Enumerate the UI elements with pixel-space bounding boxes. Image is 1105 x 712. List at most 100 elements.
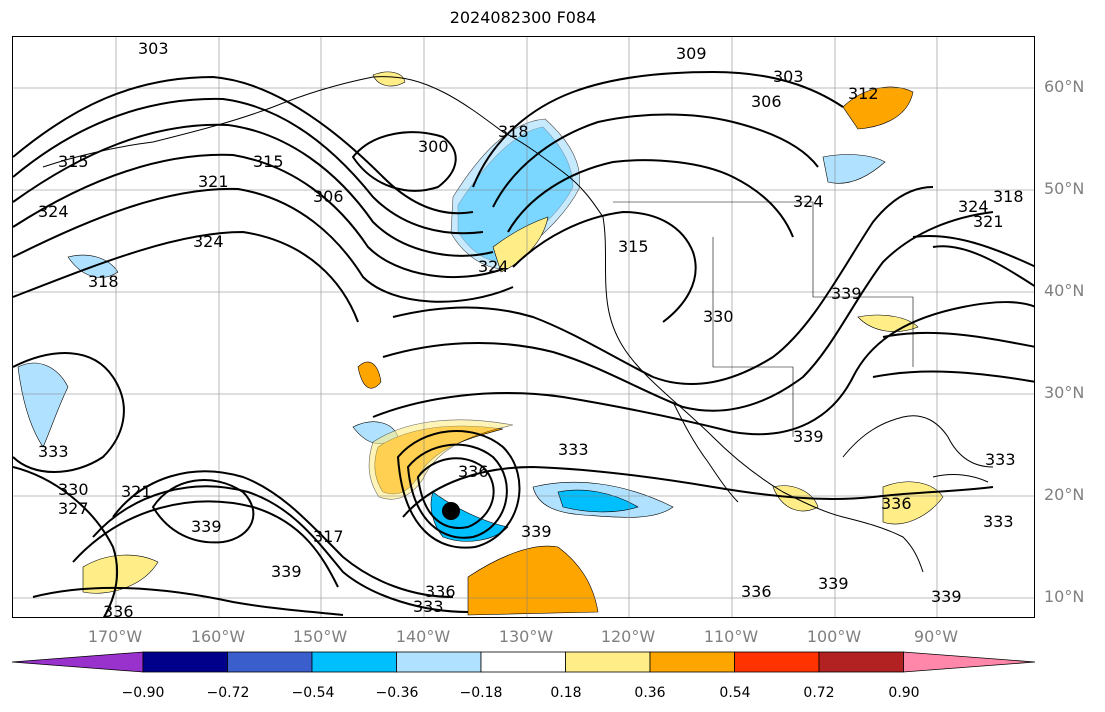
shade-positive-canada [842,86,914,130]
colorbar-segment [142,651,228,673]
colorbar-tick-label: 0.54 [719,685,751,701]
shade-negative-west [17,362,69,448]
contour-label: 312 [848,84,879,103]
borders-us [613,201,914,437]
shade-positive-west [82,554,159,594]
contour-label: 315 [253,152,284,171]
contour-label: 327 [58,499,89,518]
coast-alaska [42,76,604,218]
lon-label: 100°W [806,627,862,646]
shade-negative-hurricane [430,491,509,542]
shade-positive-south [467,545,599,616]
contour-label: 339 [831,284,862,303]
lat-label: 30°N [1044,383,1085,402]
shade-positive-bc [492,216,549,273]
colorbar-extend-low [11,651,144,673]
contour-label: 339 [931,587,962,606]
coast-cuba [932,474,989,483]
map-title: 2024082300 F084 [449,8,597,27]
contour-label: 336 [103,602,134,618]
contour-label: 333 [558,440,589,459]
contour-label: 321 [198,172,229,191]
colorbar-segment [311,651,397,673]
lon-label: 120°W [600,627,656,646]
lat-label: 60°N [1044,77,1085,96]
contour-label: 333 [985,450,1016,469]
colorbar-tick-label: −0.36 [375,685,419,701]
contour-label: 318 [498,122,529,141]
contour-label: 333 [38,442,69,461]
height-contours [13,70,1034,617]
coast-gulf [842,415,994,468]
colorbar-segment [227,651,313,673]
lat-label: 10°N [1044,587,1085,606]
contour-label: 333 [413,597,444,616]
contour-labels: 303 309 303 306 312 315 321 315 306 300 … [38,39,1024,618]
contour-label: 330 [58,480,89,499]
contour-label: 339 [818,574,849,593]
contour-label: 303 [773,67,804,86]
shade-positive-alaska [372,71,406,87]
colorbar-tick-label: −0.18 [459,685,503,701]
lon-label: 90°W [913,627,959,646]
colorbar-segment [649,651,735,673]
coast-northamerica [602,216,924,573]
colorbar [11,651,1036,673]
colorbar-tick-label: 0.90 [888,685,920,701]
colorbar-tick-label: −0.54 [291,685,335,701]
contour-label: 318 [993,187,1024,206]
storm-center-marker [442,502,460,520]
contour-label: 324 [193,232,224,251]
shade-positive-central [357,361,382,389]
colorbar-segment [734,651,820,673]
shade-positive-hurricane-outer [368,419,514,500]
colorbar-tick-label: −0.90 [121,685,165,701]
contour-label: 336 [741,582,772,601]
colorbar-tick-label: 0.18 [550,685,582,701]
contour-label: 321 [121,482,152,501]
contour-label: 321 [973,212,1004,231]
contour-label: 324 [958,197,989,216]
lat-label: 20°N [1044,485,1085,504]
lon-label: 140°W [395,627,451,646]
colorbar-segment [565,651,651,673]
lon-label: 150°W [292,627,348,646]
colorbar-segment [818,651,904,673]
contour-label: 336 [458,462,489,481]
graticule [13,37,1034,617]
colorbar-segment [480,651,566,673]
shaded-fields [17,71,944,616]
contour-label: 306 [313,187,344,206]
contour-label: 315 [58,152,89,171]
colorbar-tick-label: 0.36 [634,685,666,701]
lon-label: 130°W [498,627,554,646]
colorbar-segment [396,651,482,673]
map-panel[interactable]: 303 309 303 306 312 315 321 315 306 300 … [12,36,1035,618]
contour-label: 324 [478,257,509,276]
shade-negative-canada [822,154,886,184]
contour-label: 300 [418,137,449,156]
coastlines [42,76,994,573]
contour-label: 339 [191,517,222,536]
contour-label: 330 [703,307,734,326]
colorbar-tick-label: 0.72 [803,685,835,701]
colorbar-segments [11,651,1036,673]
coast-baja [672,401,739,503]
contour-label: 315 [618,237,649,256]
colorbar-extend-high [903,651,1036,673]
contour-label: 306 [751,92,782,111]
map-svg: 303 309 303 306 312 315 321 315 306 300 … [13,37,1034,618]
contour-label: 324 [38,202,69,221]
contour-label: 336 [881,494,912,513]
lon-label: 160°W [190,627,246,646]
lat-label: 50°N [1044,179,1085,198]
contour-label: 318 [88,272,119,291]
lon-label: 170°W [87,627,143,646]
contour-label: 333 [983,512,1014,531]
contour-label: 339 [271,562,302,581]
contour-label: 324 [793,192,824,211]
contour-label: 336 [425,582,456,601]
contour-label: 339 [521,522,552,541]
colorbar-tick-label: −0.72 [206,685,250,701]
lat-label: 40°N [1044,281,1085,300]
